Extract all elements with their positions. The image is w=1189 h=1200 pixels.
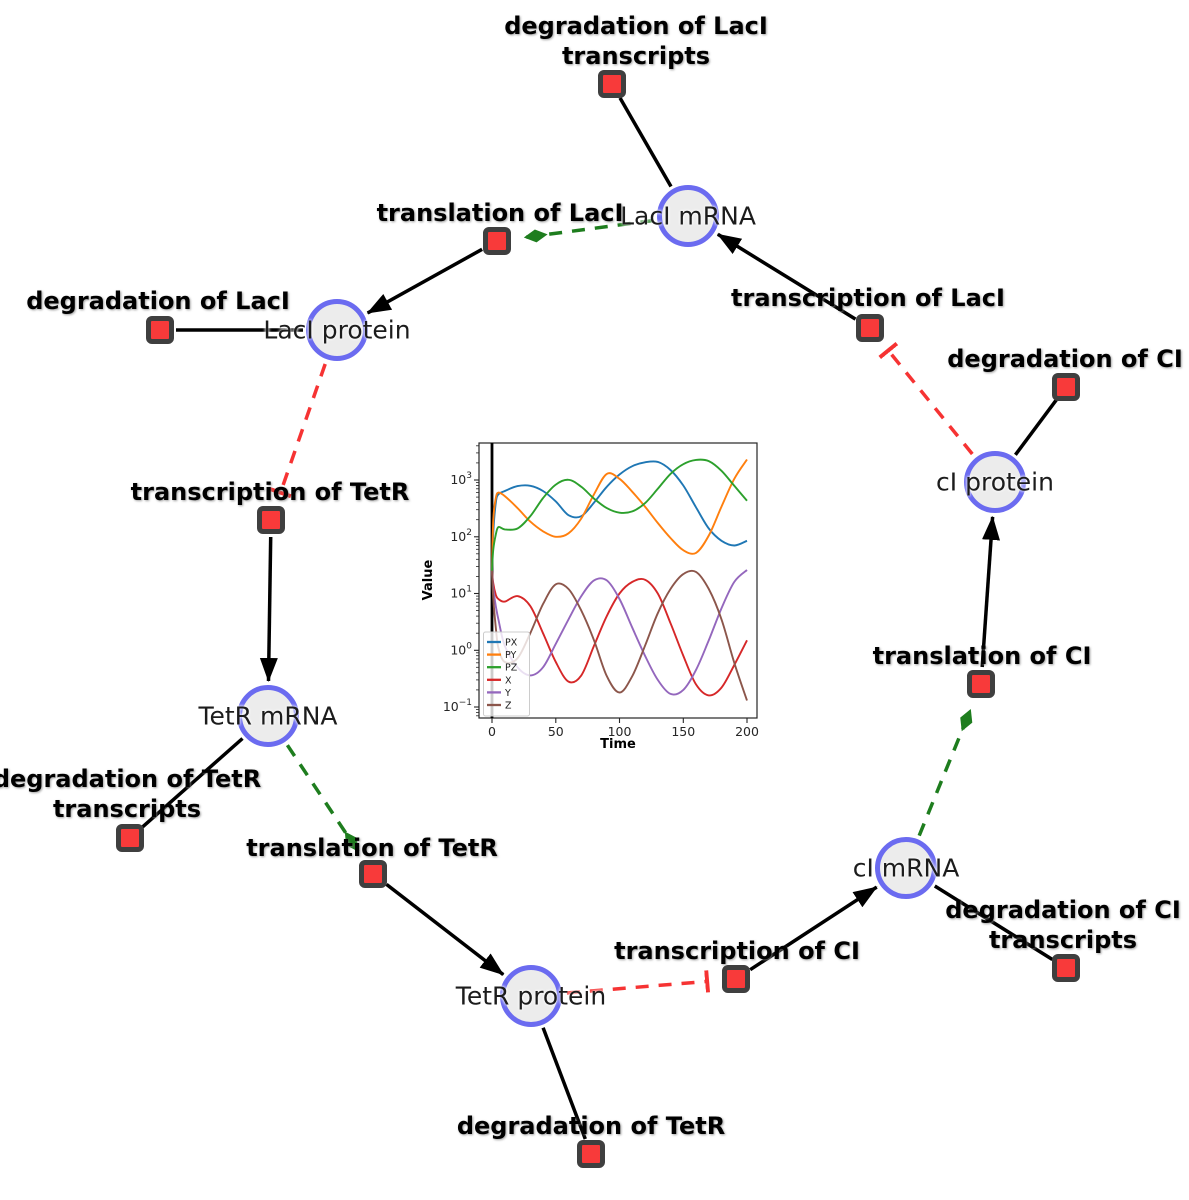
reaction-node-tl_laci xyxy=(483,227,511,255)
reaction-label-deg_laci: degradation of LacI xyxy=(26,287,290,315)
edge-catalysis-ci_mrna-tl_ci xyxy=(917,708,973,837)
reaction-node-tc_laci xyxy=(856,314,884,342)
x-tick-label: 0 xyxy=(488,724,496,739)
reaction-node-tc_tetr xyxy=(257,506,285,534)
reaction-label-tc_tetr: transcription of TetR xyxy=(130,478,410,506)
reaction-label-tc_laci: transcription of LacI xyxy=(731,284,1005,312)
legend-entry: PZ xyxy=(505,663,518,674)
reaction-node-tl_ci xyxy=(967,670,995,698)
y-tick-label: 100 xyxy=(450,641,472,657)
series-PX xyxy=(491,460,748,571)
reaction-node-deg_ci_tr xyxy=(1052,954,1080,982)
reaction-node-deg_ci xyxy=(1052,373,1080,401)
species-node-tetr_mrna xyxy=(237,685,299,747)
reaction-node-deg_tetr xyxy=(577,1140,605,1168)
edge-production-tl_laci-laci_protein xyxy=(366,247,483,315)
reaction-label-tl_tetr: translation of TetR xyxy=(246,834,498,862)
species-label-ci_mrna: cI mRNA xyxy=(852,853,960,883)
reaction-node-tc_ci xyxy=(722,965,750,993)
species-label-tetr_mrna: TetR mRNA xyxy=(198,701,338,731)
reaction-label-deg_ci_tr: degradation of CI transcripts xyxy=(945,896,1181,954)
species-node-laci_protein xyxy=(306,299,368,361)
edge-production-tc_laci-laci_mrna xyxy=(716,232,857,321)
species-node-ci_mrna xyxy=(875,837,937,899)
species-label-laci_mrna: LacI mRNA xyxy=(620,201,756,231)
reaction-label-deg_tetr: degradation of TetR xyxy=(456,1112,726,1140)
reaction-node-deg_laci_tr xyxy=(598,70,626,98)
y-tick-label: 103 xyxy=(450,471,472,487)
legend-entry: X xyxy=(505,675,512,686)
species-label-ci_protein: cI protein xyxy=(936,467,1054,497)
reaction-node-tl_tetr xyxy=(359,860,387,888)
species-label-tetr_protein: TetR protein xyxy=(455,981,607,1011)
edge-consumption-tetr_mrna-deg_tetr_tr xyxy=(140,737,244,829)
edge-production-tl_tetr-tetr_protein xyxy=(385,883,505,976)
timecourse-plot: 0 50 100 150 200 10−1 100 101 102 103 PX… xyxy=(415,432,775,767)
reaction-node-deg_tetr_tr xyxy=(116,824,144,852)
reaction-label-deg_ci: degradation of CI xyxy=(947,345,1183,373)
series-PZ xyxy=(491,458,748,571)
y-tick-label: 10−1 xyxy=(443,698,472,714)
edge-inhibition-tetr_protein-tc_ci xyxy=(566,970,711,995)
edge-consumption-ci_mrna-deg_ci_tr xyxy=(933,884,1054,961)
species-node-ci_protein xyxy=(964,451,1026,513)
reaction-label-tl_ci: translation of CI xyxy=(872,642,1092,670)
legend-entry: Y xyxy=(504,688,511,699)
y-tick-label: 101 xyxy=(450,585,472,601)
timecourse-plot-svg: 0 50 100 150 200 10−1 100 101 102 103 PX… xyxy=(421,442,759,752)
x-tick-label: 150 xyxy=(671,724,695,739)
edge-production-tc_ci-ci_mrna xyxy=(749,885,878,972)
y-axis-label: Value xyxy=(421,559,436,600)
reaction-label-deg_tetr_tr: degradation of TetR transcripts xyxy=(0,765,262,823)
edge-production-tl_ci-ci_protein xyxy=(980,515,1000,668)
legend-entry: Z xyxy=(505,701,512,712)
edge-consumption-ci_protein-deg_ci xyxy=(1013,398,1058,456)
reaction-label-tl_laci: translation of LacI xyxy=(376,199,624,227)
reaction-label-deg_laci_tr: degradation of LacI transcripts xyxy=(504,12,768,70)
edge-consumption-laci_mrna-deg_laci_tr xyxy=(618,97,673,188)
edge-production-tc_tetr-tetr_mrna xyxy=(259,536,278,682)
legend-entry: PY xyxy=(505,650,517,661)
x-tick-label: 50 xyxy=(548,724,564,739)
reaction-label-tc_ci: transcription of CI xyxy=(614,937,860,965)
y-tick-label: 102 xyxy=(450,528,472,544)
x-axis-label: Time xyxy=(600,737,636,752)
series-PY xyxy=(491,458,748,571)
legend: PX PY PZ X Y Z xyxy=(483,631,530,717)
species-node-laci_mrna xyxy=(657,185,719,247)
legend-entry: PX xyxy=(505,638,518,649)
x-tick-label: 100 xyxy=(608,724,632,739)
x-tick-label: 200 xyxy=(735,724,759,739)
edge-inhibition-laci_protein-tc_tetr xyxy=(269,363,327,499)
species-node-tetr_protein xyxy=(500,965,562,1027)
edge-consumption-tetr_protein-deg_tetr xyxy=(541,1027,587,1140)
species-label-laci_protein: LacI protein xyxy=(263,315,411,345)
reaction-node-deg_laci xyxy=(146,316,174,344)
series-X xyxy=(491,570,748,697)
